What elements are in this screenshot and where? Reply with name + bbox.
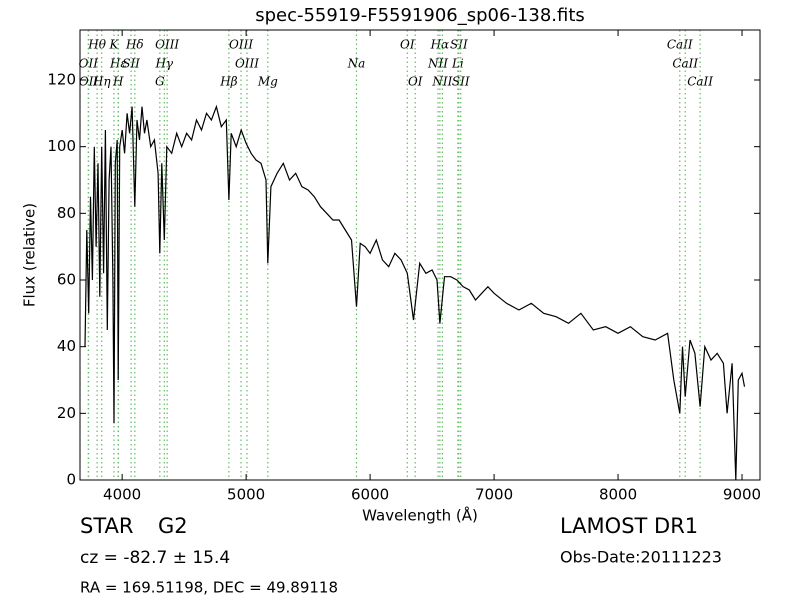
y-tick-label: 20 xyxy=(57,404,76,422)
x-axis-label: Wavelength (Å) xyxy=(362,506,478,525)
x-tick-label: 9000 xyxy=(723,486,761,504)
marker-label: NII xyxy=(431,75,452,89)
y-tick-label: 60 xyxy=(57,271,76,289)
marker-label: H xyxy=(112,75,124,89)
survey: LAMOST DR1 xyxy=(560,514,698,538)
x-tick-label: 8000 xyxy=(599,486,637,504)
marker-label: OIII xyxy=(229,38,253,52)
coordinates: RA = 169.51198, DEC = 49.89118 xyxy=(80,579,338,597)
spectrum-line xyxy=(84,104,746,481)
marker-label: Hε xyxy=(109,57,127,71)
marker-label: OIII xyxy=(235,57,259,71)
object-class: STAR xyxy=(80,514,133,538)
marker-label: Hδ xyxy=(125,38,144,52)
x-tick-label: 5000 xyxy=(227,486,265,504)
y-tick-label: 80 xyxy=(57,204,76,222)
marker-label: OII xyxy=(79,57,99,71)
marker-label: CaII xyxy=(687,75,713,89)
redshift: cz = -82.7 ± 15.4 xyxy=(80,548,230,568)
x-tick-label: 7000 xyxy=(475,486,513,504)
marker-label: SII xyxy=(450,38,468,52)
marker-label: Mg xyxy=(257,75,278,89)
marker-label: CaII xyxy=(667,38,693,52)
marker-label: CaII xyxy=(672,57,698,71)
y-axis-label: Flux (relative) xyxy=(21,203,39,307)
x-tick-label: 6000 xyxy=(351,486,389,504)
marker-label: OII xyxy=(79,75,99,89)
y-tick-label: 100 xyxy=(47,137,76,155)
chart-title: spec-55919-F5591906_sp06-138.fits xyxy=(255,5,585,26)
marker-label: K xyxy=(108,38,119,52)
marker-label: NII xyxy=(427,57,448,71)
y-tick-label: 40 xyxy=(57,337,76,355)
plot-frame xyxy=(79,29,761,481)
subclass: G2 xyxy=(158,514,188,538)
x-tick-label: 4000 xyxy=(103,486,141,504)
marker-label: Hβ xyxy=(219,75,237,89)
marker-label: OIII xyxy=(155,38,179,52)
marker-label: OI xyxy=(400,38,415,52)
marker-label: Li xyxy=(451,57,464,71)
marker-label: OI xyxy=(408,75,423,89)
marker-label: Hα xyxy=(430,38,450,52)
marker-label: Hθ xyxy=(87,38,106,52)
marker-label: Hγ xyxy=(154,57,173,71)
marker-label: G xyxy=(155,75,165,89)
obs-date: Obs-Date:20111223 xyxy=(560,548,722,567)
marker-label: Hη xyxy=(92,75,111,89)
y-tick-label: 0 xyxy=(66,471,76,489)
marker-label: Na xyxy=(347,57,366,71)
marker-label: SII xyxy=(122,57,140,71)
y-tick-label: 120 xyxy=(47,71,76,89)
marker-label: SII xyxy=(452,75,470,89)
